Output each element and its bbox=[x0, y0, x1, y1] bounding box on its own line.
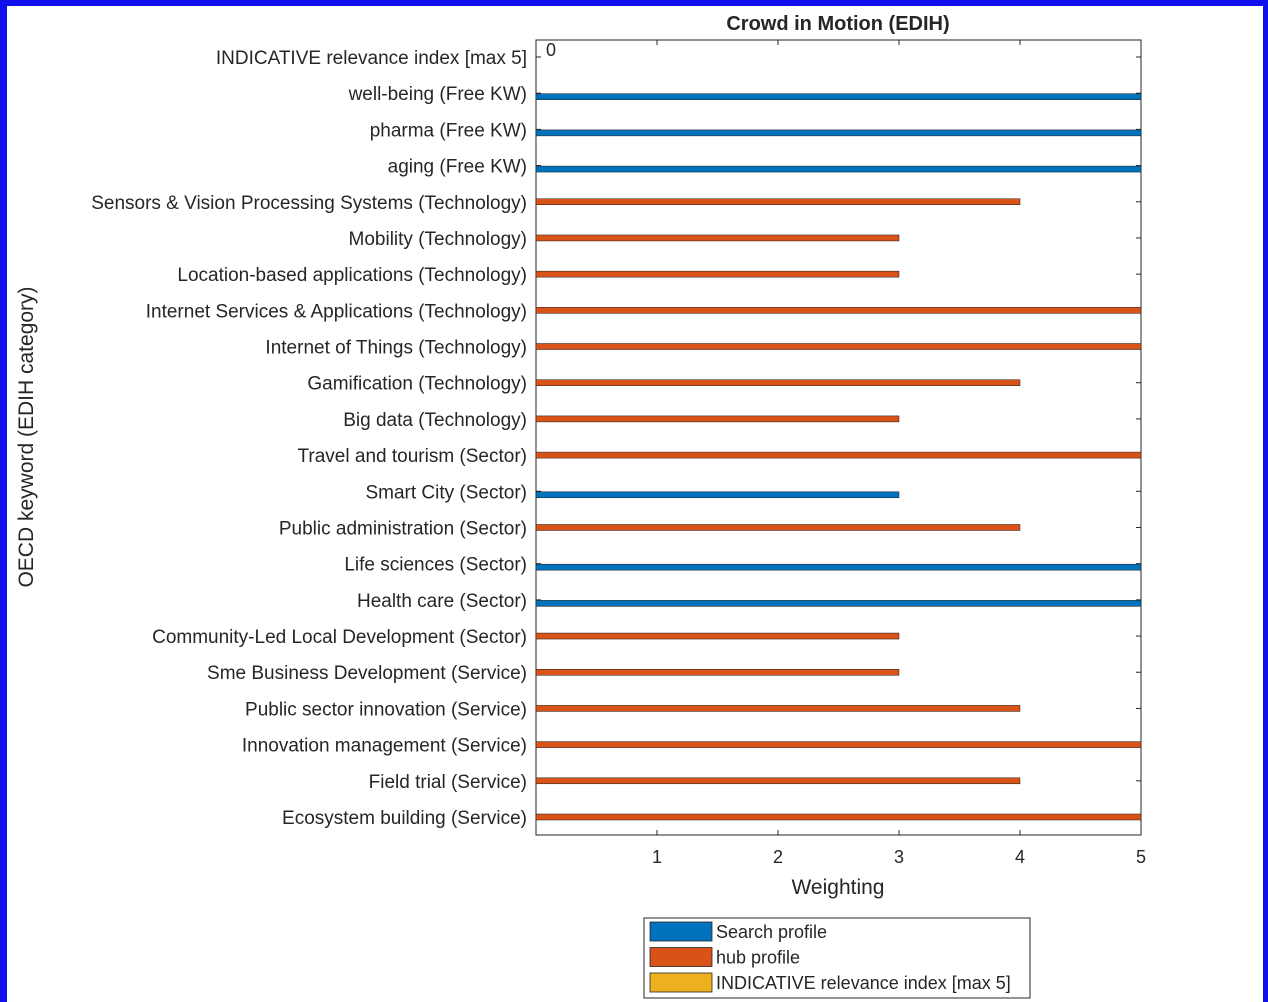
bar-search-profile-smart-city-sector bbox=[535, 491, 900, 499]
legend-label-search-profile: Search profile bbox=[716, 922, 827, 942]
y-tick-label-life-sciences-sector: Life sciences (Sector) bbox=[344, 555, 527, 576]
y-tick-label-smart-city-sector: Smart City (Sector) bbox=[365, 482, 527, 503]
y-tick-label-big-data-technology: Big data (Technology) bbox=[343, 410, 527, 431]
bar-hub-profile-innovation-management-service bbox=[535, 741, 1142, 748]
chart-legend: Search profile hub profile INDICATIVE rele… bbox=[643, 917, 1031, 999]
legend-swatch-hub-profile bbox=[649, 947, 713, 967]
plot-area: INDICATIVE relevance index [max 5] well-b… bbox=[91, 39, 1146, 867]
legend-swatch-search-profile bbox=[649, 921, 713, 942]
x-tick-label-3: 3 bbox=[894, 847, 904, 867]
bar-search-profile-aging-free-kw bbox=[535, 165, 1142, 173]
bar-search-profile-life-sciences-sector bbox=[535, 563, 1142, 571]
plot-box bbox=[535, 39, 1142, 836]
y-tick-label-gamification-technology: Gamification (Technology) bbox=[307, 374, 527, 395]
bar-hub-profile-ecosystem-building-service bbox=[535, 813, 1142, 821]
chart-title: Crowd in Motion (EDIH) bbox=[726, 13, 949, 35]
y-tick-label-internet-services-applications-technology: Internet Services & Applications (Techno… bbox=[146, 301, 527, 322]
x-tick-label-2: 2 bbox=[773, 847, 783, 867]
x-tick-label-4: 4 bbox=[1015, 847, 1025, 867]
data-label-annotation: 0 bbox=[546, 40, 556, 60]
bar-hub-profile-sme-business-development-service bbox=[535, 668, 900, 676]
bar-hub-profile-public-administration-sector bbox=[535, 524, 1021, 531]
bar-search-profile-pharma-free-kw bbox=[535, 129, 1142, 137]
bar-search-profile-health-care-sector bbox=[535, 600, 1142, 607]
bar-hub-profile-community-led-local-development-sector bbox=[535, 632, 900, 640]
y-axis-label: OECD keyword (EDIH category) bbox=[15, 286, 38, 587]
y-tick-label-indicative-relevance-index-max-5: INDICATIVE relevance index [max 5] bbox=[216, 48, 527, 69]
y-tick-label-innovation-management-service: Innovation management (Service) bbox=[242, 736, 527, 757]
y-tick-label-well-being-free-kw: well-being (Free KW) bbox=[348, 84, 527, 105]
bar-hub-profile-travel-and-tourism-sector bbox=[535, 451, 1142, 459]
legend-swatch-indicative-relevance-index-max-5 bbox=[649, 972, 713, 993]
y-tick-label-public-sector-innovation-service: Public sector innovation (Service) bbox=[245, 699, 527, 720]
bar-hub-profile-internet-services-applications-technology bbox=[535, 307, 1142, 314]
y-tick-label-mobility-technology: Mobility (Technology) bbox=[349, 229, 527, 250]
y-tick-label-community-led-local-development-sector: Community-Led Local Development (Sector) bbox=[152, 627, 527, 648]
y-tick-label-aging-free-kw: aging (Free KW) bbox=[388, 157, 527, 178]
bar-hub-profile-gamification-technology bbox=[535, 379, 1021, 386]
y-tick-label-health-care-sector: Health care (Sector) bbox=[357, 591, 527, 612]
legend-label-hub-profile: hub profile bbox=[716, 948, 800, 968]
x-axis-label: Weighting bbox=[791, 876, 884, 899]
bar-hub-profile-sensors-vision-processing-systems-technology bbox=[535, 198, 1021, 206]
x-tick-label-5: 5 bbox=[1136, 847, 1146, 867]
y-tick-label-sensors-vision-processing-systems-technology: Sensors & Vision Processing Systems (Tec… bbox=[91, 193, 527, 214]
bar-hub-profile-mobility-technology bbox=[535, 234, 900, 242]
legend-label-indicative-relevance-index-max-5: INDICATIVE relevance index [max 5] bbox=[716, 973, 1011, 993]
y-tick-label-location-based-applications-technology: Location-based applications (Technology) bbox=[177, 265, 527, 286]
bar-hub-profile-location-based-applications-technology bbox=[535, 270, 900, 278]
y-tick-label-sme-business-development-service: Sme Business Development (Service) bbox=[207, 663, 527, 684]
bar-hub-profile-public-sector-innovation-service bbox=[535, 705, 1021, 712]
y-tick-label-travel-and-tourism-sector: Travel and tourism (Sector) bbox=[298, 446, 527, 467]
y-tick-label-internet-of-things-technology: Internet of Things (Technology) bbox=[265, 338, 527, 359]
bar-hub-profile-big-data-technology bbox=[535, 415, 900, 423]
bar-hub-profile-internet-of-things-technology bbox=[535, 343, 1142, 350]
bar-hub-profile-field-trial-service bbox=[535, 777, 1021, 785]
y-tick-label-ecosystem-building-service: Ecosystem building (Service) bbox=[282, 808, 527, 829]
y-tick-label-field-trial-service: Field trial (Service) bbox=[369, 772, 527, 793]
x-tick-label-1: 1 bbox=[652, 847, 662, 867]
y-tick-label-pharma-free-kw: pharma (Free KW) bbox=[370, 120, 527, 141]
bar-search-profile-well-being-free-kw bbox=[535, 93, 1142, 100]
y-tick-label-public-administration-sector: Public administration (Sector) bbox=[279, 518, 527, 539]
